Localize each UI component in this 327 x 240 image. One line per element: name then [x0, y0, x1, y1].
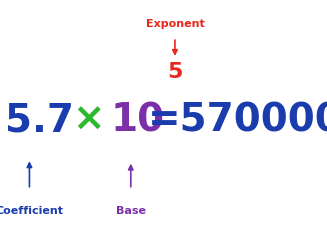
Text: =570000: =570000: [148, 101, 327, 139]
Text: Coefficient: Coefficient: [0, 206, 63, 216]
Text: 5.7: 5.7: [5, 101, 74, 139]
Text: 10: 10: [110, 101, 164, 139]
Text: Exponent: Exponent: [146, 19, 204, 29]
Text: ×: ×: [72, 101, 105, 139]
Text: 5: 5: [167, 62, 183, 82]
Text: Base: Base: [116, 206, 146, 216]
